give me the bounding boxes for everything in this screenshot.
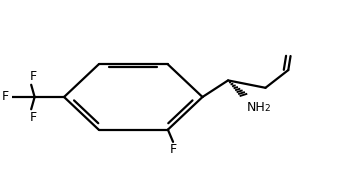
Text: 2: 2 bbox=[264, 104, 270, 113]
Text: F: F bbox=[2, 90, 9, 104]
Text: F: F bbox=[170, 143, 177, 156]
Text: F: F bbox=[29, 111, 36, 124]
Text: F: F bbox=[29, 70, 36, 83]
Text: NH: NH bbox=[247, 101, 266, 114]
